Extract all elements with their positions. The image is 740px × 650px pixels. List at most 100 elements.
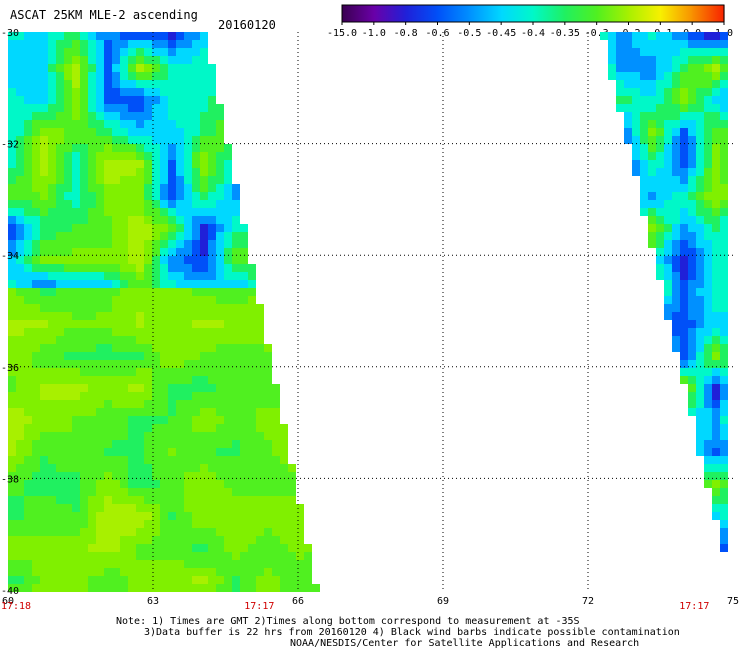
heatmap-cell	[648, 88, 656, 96]
heatmap-cell	[104, 64, 112, 72]
heatmap-cell	[240, 472, 248, 480]
heatmap-cell	[264, 344, 272, 352]
heatmap-cell	[24, 80, 32, 88]
heatmap-cell	[296, 544, 304, 552]
heatmap-cell	[32, 504, 40, 512]
heatmap-cell	[56, 280, 64, 288]
heatmap-cell	[656, 168, 664, 176]
heatmap-cell	[696, 264, 704, 272]
heatmap-cell	[64, 496, 72, 504]
heatmap-cell	[112, 432, 120, 440]
heatmap-cell	[96, 408, 104, 416]
heatmap-cell	[240, 304, 248, 312]
heatmap-cell	[232, 184, 240, 192]
heatmap-cell	[16, 552, 24, 560]
heatmap-cell	[224, 504, 232, 512]
heatmap-cell	[32, 152, 40, 160]
heatmap-cell	[96, 360, 104, 368]
heatmap-cell	[624, 88, 632, 96]
heatmap-cell	[272, 544, 280, 552]
heatmap-cell	[176, 336, 184, 344]
heatmap-cell	[56, 504, 64, 512]
heatmap-cell	[24, 400, 32, 408]
heatmap-cell	[720, 128, 728, 136]
heatmap-cell	[696, 112, 704, 120]
heatmap-cell	[248, 568, 256, 576]
heatmap-cell	[80, 104, 88, 112]
heatmap-cell	[16, 272, 24, 280]
heatmap-cell	[104, 536, 112, 544]
heatmap-cell	[720, 400, 728, 408]
heatmap-cell	[680, 64, 688, 72]
heatmap-cell	[184, 560, 192, 568]
heatmap-cell	[256, 480, 264, 488]
heatmap-cell	[144, 32, 152, 40]
heatmap-cell	[192, 496, 200, 504]
heatmap-cell	[256, 408, 264, 416]
heatmap-cell	[184, 528, 192, 536]
heatmap-cell	[48, 520, 56, 528]
heatmap-cell	[96, 416, 104, 424]
heatmap-cell	[176, 96, 184, 104]
heatmap-cell	[720, 280, 728, 288]
heatmap-cell	[128, 72, 136, 80]
heatmap-cell	[216, 304, 224, 312]
heatmap-cell	[104, 344, 112, 352]
heatmap-cell	[136, 48, 144, 56]
heatmap-cell	[232, 248, 240, 256]
heatmap-cell	[56, 328, 64, 336]
heatmap-cell	[720, 232, 728, 240]
heatmap-cell	[200, 448, 208, 456]
heatmap-cell	[168, 48, 176, 56]
heatmap-cell	[8, 568, 16, 576]
heatmap-cell	[104, 32, 112, 40]
heatmap-cell	[16, 240, 24, 248]
heatmap-cell	[56, 584, 64, 592]
heatmap-cell	[16, 440, 24, 448]
heatmap-cell	[720, 392, 728, 400]
heatmap-cell	[112, 64, 120, 72]
heatmap-cell	[72, 264, 80, 272]
heatmap-cell	[184, 216, 192, 224]
heatmap-cell	[136, 488, 144, 496]
heatmap-cell	[680, 376, 688, 384]
heatmap-cell	[144, 536, 152, 544]
heatmap-cell	[712, 512, 720, 520]
heatmap-cell	[80, 512, 88, 520]
heatmap-cell	[696, 336, 704, 344]
heatmap-cell	[232, 328, 240, 336]
heatmap-cell	[80, 96, 88, 104]
x-tick-label: 72	[582, 596, 594, 607]
heatmap-cell	[96, 576, 104, 584]
heatmap-cell	[192, 448, 200, 456]
heatmap-cell	[680, 256, 688, 264]
heatmap-cell	[128, 256, 136, 264]
heatmap-cell	[272, 440, 280, 448]
heatmap-cell	[48, 216, 56, 224]
heatmap-cell	[224, 208, 232, 216]
heatmap-cell	[192, 432, 200, 440]
heatmap-cell	[112, 488, 120, 496]
heatmap-cell	[720, 352, 728, 360]
heatmap-cell	[176, 112, 184, 120]
heatmap-cell	[160, 536, 168, 544]
heatmap-cell	[688, 160, 696, 168]
heatmap-cell	[192, 48, 200, 56]
heatmap-cell	[272, 528, 280, 536]
heatmap-cell	[88, 120, 96, 128]
heatmap-cell	[112, 296, 120, 304]
heatmap-cell	[160, 280, 168, 288]
heatmap-cell	[696, 384, 704, 392]
heatmap-cell	[232, 496, 240, 504]
heatmap-cell	[680, 136, 688, 144]
heatmap-cell	[96, 176, 104, 184]
heatmap-cell	[664, 288, 672, 296]
heatmap-cell	[624, 72, 632, 80]
heatmap-cell	[176, 584, 184, 592]
heatmap-cell	[672, 184, 680, 192]
heatmap-cell	[184, 352, 192, 360]
heatmap-cell	[696, 392, 704, 400]
heatmap-cell	[24, 72, 32, 80]
heatmap-cell	[208, 136, 216, 144]
colorbar-tick-label: -15.0	[327, 28, 357, 39]
